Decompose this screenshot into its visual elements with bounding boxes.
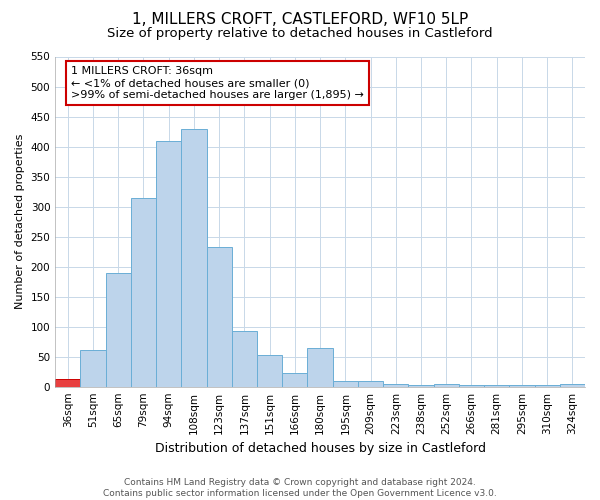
Bar <box>434 384 459 386</box>
Text: 1 MILLERS CROFT: 36sqm
← <1% of detached houses are smaller (0)
>99% of semi-det: 1 MILLERS CROFT: 36sqm ← <1% of detached… <box>71 66 364 100</box>
Bar <box>383 384 409 386</box>
Bar <box>257 355 282 386</box>
Bar <box>206 248 232 386</box>
Bar <box>358 382 383 386</box>
Bar <box>560 384 585 386</box>
Text: Size of property relative to detached houses in Castleford: Size of property relative to detached ho… <box>107 28 493 40</box>
Y-axis label: Number of detached properties: Number of detached properties <box>15 134 25 310</box>
Text: Contains HM Land Registry data © Crown copyright and database right 2024.
Contai: Contains HM Land Registry data © Crown c… <box>103 478 497 498</box>
Bar <box>181 128 206 386</box>
Bar <box>131 198 156 386</box>
Bar <box>156 141 181 386</box>
Bar <box>232 331 257 386</box>
X-axis label: Distribution of detached houses by size in Castleford: Distribution of detached houses by size … <box>155 442 485 455</box>
Bar <box>332 380 358 386</box>
Bar <box>282 373 307 386</box>
Bar <box>106 272 131 386</box>
Bar <box>307 348 332 387</box>
Bar <box>409 385 434 386</box>
Bar <box>55 380 80 386</box>
Bar <box>80 350 106 387</box>
Text: 1, MILLERS CROFT, CASTLEFORD, WF10 5LP: 1, MILLERS CROFT, CASTLEFORD, WF10 5LP <box>132 12 468 28</box>
